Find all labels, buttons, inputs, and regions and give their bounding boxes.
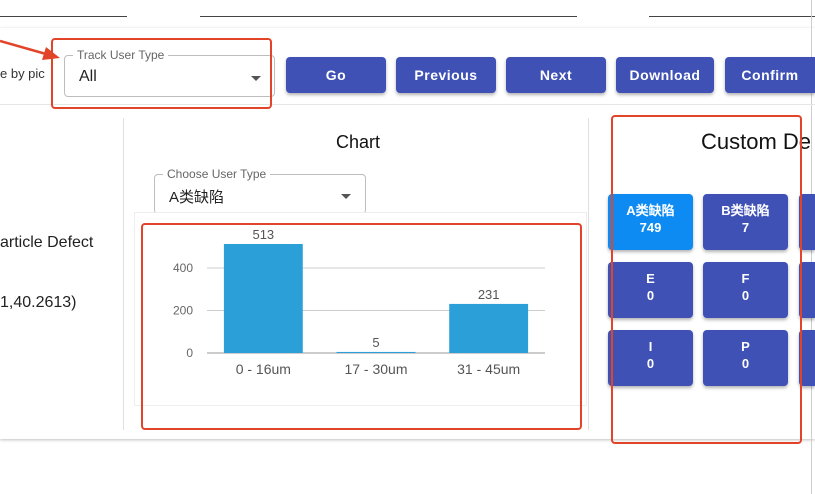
y-tick-label: 400 (173, 261, 193, 275)
tile-label: B类缺陷 (721, 203, 770, 218)
highlight-box-select (51, 38, 272, 109)
tile-value: 0 (741, 288, 750, 303)
x-tick-label: 31 - 45um (457, 361, 520, 377)
tile-a-defect[interactable]: A类缺陷 749 (608, 194, 693, 250)
chevron-down-icon (341, 194, 351, 199)
tile-value: 7 (741, 220, 750, 235)
download-button[interactable]: Download (616, 57, 714, 93)
tile-i[interactable]: I 0 (608, 330, 693, 386)
y-tick-label: 200 (173, 304, 193, 318)
tile-e[interactable]: E 0 (608, 262, 693, 318)
bar (336, 351, 416, 353)
column-divider-1 (123, 118, 124, 430)
choose-user-type-value: A类缺陷 (169, 189, 225, 206)
tile-label: A类缺陷 (626, 203, 675, 218)
arrow-icon (0, 39, 60, 60)
tile-label: I (648, 339, 653, 354)
confirm-button[interactable]: Confirm (725, 57, 815, 93)
tile-b-defect[interactable]: B类缺陷 7 (703, 194, 788, 250)
chart-container: 0 200 400 513 0 - 16um 5 17 - 30um 231 31 - 45um (134, 212, 587, 406)
highlight-box-tiles (611, 115, 802, 444)
choose-user-type-legend: Choose User Type (163, 167, 271, 181)
tile-value: 0 (741, 356, 750, 371)
custom-panel-title: Custom De (701, 129, 812, 154)
track-user-type-select[interactable]: Track User Type All (64, 48, 275, 97)
bar (223, 244, 303, 353)
toolbar-divider (0, 104, 815, 105)
choose-user-type-select[interactable]: Choose User Type A类缺陷 (154, 167, 366, 214)
y-tick-label: 0 (186, 346, 193, 360)
tile-f[interactable]: F 0 (703, 262, 788, 318)
bar-chart: 0 200 400 513 0 - 16um 5 17 - 30um 231 31 - 45um (173, 227, 545, 377)
x-tick-label: 0 - 16um (236, 361, 291, 377)
tile-partial[interactable] (799, 330, 815, 386)
data-label: 5 (372, 335, 379, 350)
data-label: 231 (478, 287, 500, 302)
tile-partial[interactable] (799, 262, 815, 318)
by-pic-label: e by pic (0, 66, 45, 81)
tile-p[interactable]: P 0 (703, 330, 788, 386)
tile-value: 0 (646, 288, 655, 303)
tile-label: E (646, 271, 655, 286)
go-button[interactable]: Go (286, 57, 386, 93)
tile-label: P (741, 339, 750, 354)
tile-value: 749 (639, 220, 662, 235)
defect-label: article Defect (0, 234, 94, 251)
track-user-type-value: All (79, 68, 97, 85)
track-user-type-legend: Track User Type (73, 48, 169, 62)
tile-label: F (741, 271, 750, 286)
chart-title: Chart (336, 132, 381, 152)
chevron-down-icon (251, 76, 261, 81)
tile-partial[interactable] (799, 194, 815, 250)
coordinates-text: 1,40.2613) (0, 294, 77, 311)
next-button[interactable]: Next (506, 57, 606, 93)
previous-button[interactable]: Previous (396, 57, 496, 93)
highlight-box-chart (141, 223, 582, 430)
column-divider-2 (588, 118, 589, 430)
bar (449, 303, 529, 353)
tile-value: 0 (646, 356, 655, 371)
x-tick-label: 17 - 30um (344, 361, 407, 377)
top-field-underline-2 (200, 16, 577, 17)
data-label: 513 (252, 227, 274, 242)
top-field-underline-3 (649, 16, 815, 17)
top-field-underline-1 (0, 16, 127, 17)
